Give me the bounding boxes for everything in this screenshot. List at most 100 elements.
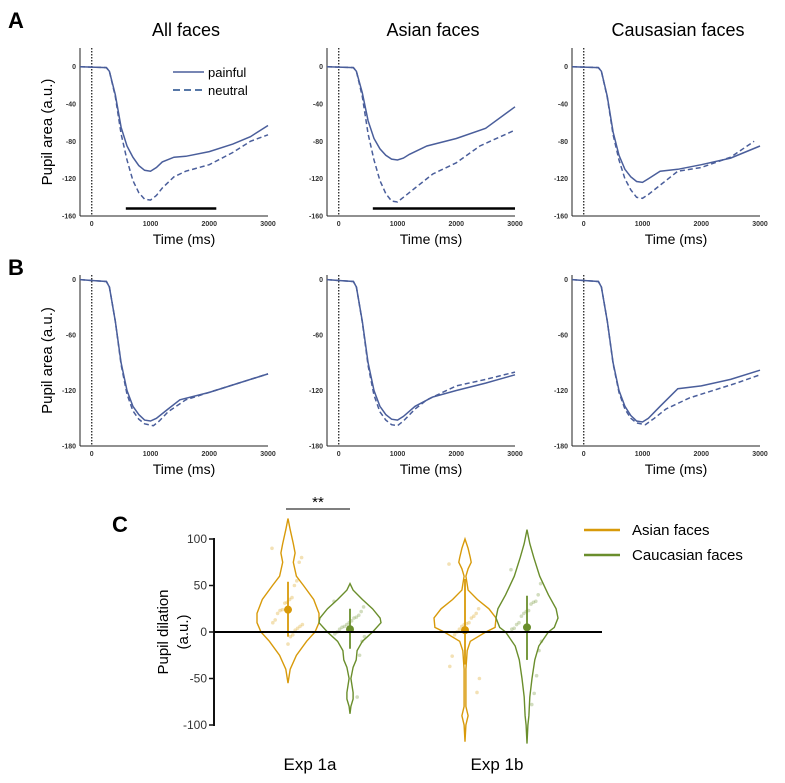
data-point [512, 626, 516, 631]
data-point [280, 607, 285, 612]
legend-painful-label: painful [208, 65, 246, 80]
data-point [273, 618, 278, 622]
x-tick-label: 2000 [448, 451, 464, 458]
data-point [514, 622, 519, 627]
y-axis-label: Pupil area (a.u.) [39, 307, 56, 414]
x-axis-label: Time (ms) [153, 231, 215, 247]
painful-curve [571, 65, 761, 184]
data-point [340, 625, 344, 630]
data-point [292, 583, 297, 588]
y-tick-label: -180 [62, 444, 76, 451]
data-point [534, 673, 539, 678]
data-point [472, 614, 476, 618]
y-tick-label: -80 [66, 139, 76, 146]
x-tick-label: 3000 [260, 221, 276, 228]
y-tick-label: -60 [558, 333, 568, 340]
data-point [345, 622, 349, 627]
y-tick-label: 0 [564, 64, 568, 71]
painful-curve [79, 65, 269, 172]
painful-curve [571, 278, 761, 423]
x-tick-label: 0 [90, 451, 94, 458]
data-point [295, 579, 299, 583]
data-point [359, 609, 364, 614]
x-category-label: Exp 1a [284, 755, 337, 774]
data-point [360, 639, 364, 644]
x-tick-label: 0 [582, 451, 586, 458]
painful-curve [326, 65, 516, 161]
data-point [519, 614, 524, 618]
data-point [447, 562, 451, 566]
panel-label-b: B [8, 255, 24, 280]
x-tick-label: 0 [337, 451, 341, 458]
data-point [332, 599, 336, 604]
y-tick-label: -80 [558, 139, 568, 146]
y-tick-label: 0 [72, 64, 76, 71]
data-point [510, 627, 514, 632]
data-point [467, 620, 471, 625]
x-tick-label: 3000 [260, 451, 276, 458]
data-point [517, 620, 521, 625]
data-point [530, 702, 534, 707]
data-point [337, 627, 342, 632]
data-point [357, 613, 361, 618]
x-axis-label: Time (ms) [400, 231, 462, 247]
data-point [300, 622, 305, 627]
legend-label: Caucasian faces [632, 547, 743, 564]
data-point [290, 595, 294, 600]
plot-title: Asian faces [386, 20, 479, 40]
y-axis-label: Pupil dilation [155, 589, 172, 674]
data-point [283, 601, 287, 605]
x-tick-label: 3000 [752, 221, 768, 228]
y-tick-label: -120 [309, 388, 323, 395]
legend-label: Asian faces [632, 522, 710, 539]
data-point [354, 615, 359, 619]
panel-label-c: C [112, 512, 128, 537]
y-tick-label: -180 [309, 444, 323, 451]
x-tick-label: 3000 [752, 451, 768, 458]
y-tick-label: -40 [313, 102, 323, 109]
y-tick-label: -50 [190, 672, 208, 686]
data-point [297, 560, 302, 565]
data-point [271, 620, 275, 625]
x-category-label: Exp 1b [471, 755, 524, 774]
data-point [538, 581, 543, 586]
data-point [477, 676, 482, 681]
x-tick-label: 1000 [143, 451, 159, 458]
x-tick-label: 0 [582, 221, 586, 228]
y-tick-label: 100 [187, 532, 207, 546]
data-point [357, 653, 362, 658]
violin [495, 529, 559, 744]
data-point [536, 593, 540, 597]
y-tick-label: -120 [554, 388, 568, 395]
plot-title: Causasian faces [611, 20, 744, 40]
neutral-curve [326, 65, 516, 203]
y-tick-label: -40 [558, 102, 568, 109]
data-point [475, 690, 479, 695]
data-point [450, 654, 455, 658]
y-tick-label: -60 [313, 333, 323, 340]
neutral-curve [79, 65, 269, 201]
y-tick-label: 0 [319, 277, 323, 284]
data-point [270, 546, 274, 551]
data-point [448, 664, 452, 669]
data-point [362, 634, 367, 639]
neutral-curve [571, 65, 755, 200]
painful-curve [79, 278, 269, 422]
x-axis-label: Time (ms) [645, 231, 707, 247]
data-point [352, 616, 356, 620]
violin [433, 536, 497, 742]
data-point [291, 632, 295, 637]
mean-point [284, 605, 292, 614]
data-point [534, 599, 538, 604]
x-tick-label: 3000 [507, 451, 523, 458]
data-point [537, 648, 541, 653]
data-point [275, 611, 280, 616]
x-tick-label: 0 [90, 221, 94, 228]
y-tick-label: 0 [564, 277, 568, 284]
data-point [476, 606, 481, 611]
y-tick-label: -60 [66, 333, 76, 340]
data-point [342, 624, 347, 629]
data-point [286, 642, 290, 646]
data-point [522, 611, 526, 616]
